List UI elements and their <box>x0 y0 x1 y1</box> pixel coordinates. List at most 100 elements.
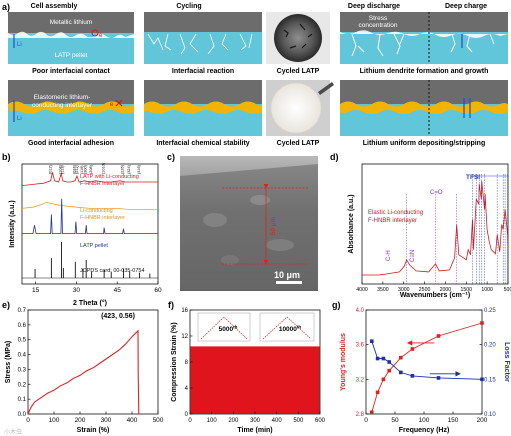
dma-point <box>387 368 391 373</box>
xrd-legend-orange-2: F-HNBR interlayer <box>80 215 125 221</box>
inset-5000-label: 5000th <box>219 325 238 334</box>
stress-xtick-label: 400 <box>127 417 138 424</box>
xrd-series-1 <box>21 201 158 211</box>
dma-plot: 0 50 100 150 200 2.8 3.2 3.6 4.0 0.10 0.15 0.20 0.25 <box>356 308 497 424</box>
panel-e: e) 0 100 200 300 400 500 0.0 0.1 0.2 0.3 0.4 0.5 0.6… <box>2 300 164 436</box>
panel-a: a) Cell assembly Cycling Deep discharge … <box>2 2 508 147</box>
interlayer-label-1: Elastomeric lithium- <box>34 94 91 101</box>
cycled-latp-photo-2 <box>266 80 334 136</box>
ftir-xtick-label: 3000 <box>398 287 410 293</box>
dma-xtick-label: 200 <box>477 417 488 424</box>
ftir-ch: C-H <box>386 250 392 261</box>
caption-interfacial-reaction: Interfacial reaction <box>172 68 234 75</box>
dma-xtick-label: 50 <box>391 417 399 424</box>
xrd-peak-label: (226) <box>121 164 125 174</box>
uniform-deposition-diagram <box>340 80 508 136</box>
xrd-plot: 15 30 45 60(012) (104)(113) (024)(211) (116) (3… <box>21 162 162 294</box>
lithium-layer <box>8 12 134 33</box>
xrd-frame <box>21 163 159 285</box>
xrd-xlabel: 2 Theta (°) <box>73 299 107 307</box>
cell-assembly-diagram: Metallic lithium LATP pellet Li e <box>8 12 134 64</box>
dma-point <box>480 377 484 382</box>
dma-point <box>375 390 380 395</box>
caption-poor-contact: Poor interfacial contact <box>32 68 110 75</box>
dma-point <box>387 360 391 364</box>
crack-lines <box>147 33 253 55</box>
title-cycling: Cycling <box>176 3 201 10</box>
latp-pellet-label: LATP pellet <box>54 52 87 59</box>
compression-band <box>190 346 320 414</box>
compression-ytick-label: 4 <box>185 386 189 392</box>
panel-f-label: f) <box>168 300 174 310</box>
xrd-peak-label: (211) <box>75 165 79 174</box>
dma-xtick-label: 0 <box>364 417 368 424</box>
dma-xtick-label: 100 <box>419 417 430 424</box>
compression-ylabel: Compression Strain (%) <box>171 322 178 401</box>
ftir-cn: C≡N <box>410 250 416 262</box>
compression-xtick-label: 600 <box>315 418 326 424</box>
electron-symbol <box>91 29 99 37</box>
sem-scalebar-label: 10 μm <box>274 270 300 280</box>
watermark: 小木虫 <box>4 428 22 436</box>
compression-plot: 0 100 200 300 400 500 600 0 4 8 12 16 <box>181 308 325 424</box>
ftir-xlabel: Wavenumbers (cm⁻¹) <box>400 292 470 299</box>
xrd-legend-ref: JCPDS card: 00-035-0754 <box>80 268 145 274</box>
dma-xtick-label: 150 <box>448 417 459 424</box>
xrd-xtick-label: 45 <box>114 287 122 294</box>
dma-ytick-left-label: 2.8 <box>356 412 365 418</box>
stress-ytick-label: 0.4 <box>18 353 27 359</box>
dma-ytick-right-label: 0.15 <box>484 377 496 383</box>
dma-ytick-right-label: 0.25 <box>484 308 496 314</box>
dma-series-0 <box>371 322 483 413</box>
compression-ytick-label: 8 <box>185 360 189 366</box>
title-deep-charge: Deep charge <box>445 3 487 10</box>
xrd-peak-label: (024) <box>72 164 76 174</box>
caption-chemical-stability: Interfacial chemical stability <box>156 140 249 147</box>
panel-g-label: g) <box>332 300 341 310</box>
ftir-xtick-label: 2000 <box>440 287 452 293</box>
stress-label-2: concentration <box>358 22 397 29</box>
ftir-frame <box>361 163 509 285</box>
stress-ytick-label: 0.5 <box>18 338 27 344</box>
interface-gap <box>8 31 134 38</box>
stress-curve <box>27 329 140 415</box>
stress-ytick-label: 0.3 <box>18 367 27 373</box>
ftir-legend-2: F-HNBR interlayer <box>368 218 417 224</box>
stress-xlabel: Strain (%) <box>77 427 110 434</box>
title-deep-discharge: Deep discharge <box>348 3 400 10</box>
panel-f: f) 0 100 200 300 400 500 600 0 4 8 12 16 Compressio… <box>168 300 326 434</box>
metallic-lithium-label: Metallic lithium <box>50 19 93 26</box>
xrd-peak-label: (324) <box>127 164 131 174</box>
xrd-xtick-label: 60 <box>154 287 162 294</box>
panel-b-label: b) <box>2 152 11 162</box>
electron-label-bottom: e <box>110 102 114 108</box>
interlayer-label-2: conducting interlayer <box>32 102 93 109</box>
cycled-latp-photo-1 <box>266 12 330 64</box>
ftir-plot: 4000 3500 3000 2500 2000 1500 1000 500 <box>356 174 511 293</box>
compression-xlabel: Time (min) <box>237 427 272 434</box>
xrd-legend-red-1: LATP with Li-conducting <box>80 174 139 180</box>
xrd-xtick-label: 30 <box>73 287 81 294</box>
dma-point <box>375 356 380 361</box>
dma-point <box>436 376 441 380</box>
interlayer-diagram: Elastomeric lithium- conducting interlay… <box>8 80 134 136</box>
dma-point <box>399 355 403 360</box>
xrd-peak-label: (116) <box>80 165 84 174</box>
panel-d: d) 4000 3500 3000 2500 2000 1500 1000 500 Absor… <box>330 152 511 299</box>
ftir-series <box>362 181 509 276</box>
dma-ytick-right-label: 0.20 <box>484 343 496 349</box>
title-cell-assembly: Cell assembly <box>31 3 78 10</box>
chemical-stability-diagram <box>144 80 262 136</box>
xrd-legend-orange-1: Li-conducting <box>80 208 113 214</box>
compression-xtick-label: 500 <box>293 418 304 424</box>
dma-ytick-right-label: 0.10 <box>484 412 496 418</box>
xrd-peak-label: (416) <box>137 164 141 174</box>
caption-dendrite: Lithium dendrite formation and growth <box>360 68 489 75</box>
electron-label: e <box>99 33 103 39</box>
stress-frame <box>27 309 159 415</box>
caption-cycled-latp-top: Cycled LATP <box>277 68 320 75</box>
panel-d-label: d) <box>330 152 339 162</box>
dendrite-diagram: Stress concentration <box>340 12 508 64</box>
ftir-ylabel: Absorbance (a.u.) <box>348 194 355 253</box>
inset-10000 <box>259 312 315 342</box>
